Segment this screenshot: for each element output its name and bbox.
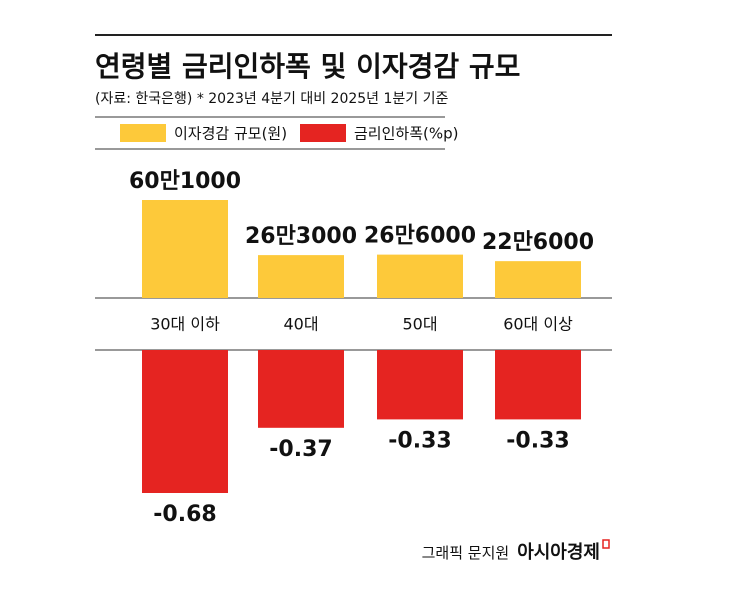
bar	[377, 254, 463, 298]
credit: 그래픽 문지원 아시아경제	[422, 542, 600, 563]
credit-publisher: 아시아경제	[517, 542, 600, 563]
data-label: -0.68	[153, 502, 216, 527]
chart-subtitle: (자료: 한국은행) * 2023년 4분기 대비 2025년 1분기 기준	[95, 91, 449, 107]
data-label: -0.33	[388, 428, 451, 453]
bar	[258, 255, 344, 298]
data-label: -0.37	[269, 437, 332, 462]
data-label: 26만6000	[364, 224, 476, 249]
x-tick-label: 50대	[402, 315, 437, 334]
legend-label: 금리인하폭(%p)	[354, 125, 458, 143]
data-label: -0.33	[506, 428, 569, 453]
legend-swatch	[120, 124, 166, 142]
logo-mark	[602, 539, 610, 549]
bar	[495, 350, 581, 420]
x-tick-label: 60대 이상	[503, 315, 573, 334]
x-tick-label: 30대 이하	[150, 315, 220, 334]
bar	[258, 350, 344, 428]
bar	[142, 350, 228, 493]
bar	[142, 200, 228, 298]
legend-label: 이자경감 규모(원)	[174, 125, 287, 143]
legend-swatch	[300, 124, 346, 142]
data-label: 60만1000	[129, 169, 241, 194]
data-label: 22만6000	[482, 230, 594, 255]
x-tick-label: 40대	[283, 315, 318, 334]
bar	[495, 261, 581, 298]
data-label: 26만3000	[245, 224, 357, 249]
credit-author: 그래픽 문지원	[422, 544, 510, 562]
chart-title: 연령별 금리인하폭 및 이자경감 규모	[95, 50, 520, 83]
bar	[377, 350, 463, 420]
